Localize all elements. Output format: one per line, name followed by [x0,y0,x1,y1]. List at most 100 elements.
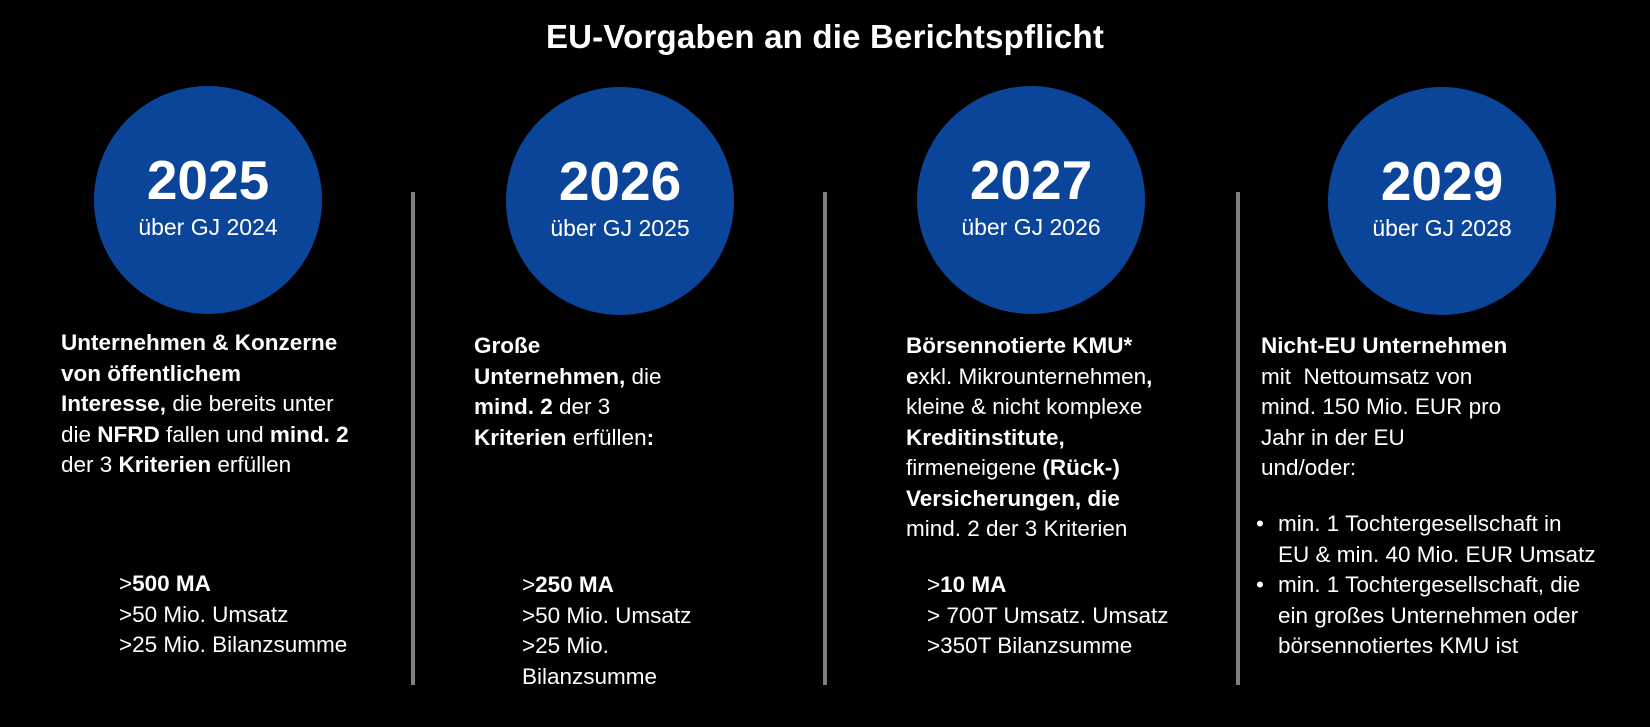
bold-text: Kriterien [118,452,212,477]
text-line: mind. 2 der 3 Kriterien [906,514,1152,545]
requirement-description: Nicht-EU Unternehmen mit Nettoumsatz von m… [1261,331,1507,484]
text-line: Börsennotierte KMU* [906,331,1152,362]
bold-text: : [646,424,655,450]
bullet-line: min. 1 Tochtergesellschaft in [1278,511,1562,536]
text-line: >50 Mio. Umsatz [522,601,691,632]
text: xkl. Mikrounternehmen [918,363,1147,389]
text: der 3 [61,452,119,477]
text-line: firmeneigene (Rück-) [906,453,1152,484]
text-line: mit Nettoumsatz von [1261,362,1507,393]
text-line: mind. 150 Mio. EUR pro [1261,392,1507,423]
text: mind. 2 der 3 Kriterien [906,516,1128,541]
text: >50 Mio. Umsatz [522,602,692,628]
text-line: Kreditinstitute, [906,423,1152,454]
year-circle-2025: 2025 über GJ 2024 [94,86,322,314]
text: > [522,572,536,597]
text-line: die NFRD fallen und mind. 2 [61,420,349,451]
bold-text: Große [474,333,541,358]
text-line: Große [474,331,662,362]
year-circle-2029: 2029 über GJ 2028 [1328,87,1556,315]
criteria-list: >250 MA >50 Mio. Umsatz >25 Mio. Bilanzsumm… [522,570,691,692]
bold-text: mind. 2 [269,421,349,447]
year-circle-2027: 2027 über GJ 2026 [917,86,1145,314]
text: die [61,421,98,447]
bold-text: 250 MA [535,572,614,597]
year-label: 2026 [558,150,682,212]
text: kleine & nicht komplexe [906,394,1143,419]
text-line: mind. 2 der 3 [474,392,662,423]
bullet-line: ein großes Unternehmen oder [1278,602,1579,628]
criteria-list: >500 MA >50 Mio. Umsatz >25 Mio. Bilanzsum… [119,569,347,661]
text-line: kleine & nicht komplexe [906,392,1152,423]
text: fallen und [159,421,270,447]
text-line: Unternehmen & Konzerne [61,328,349,359]
bold-text: e [906,363,919,389]
text-line: >25 Mio. [522,631,691,662]
text-line: >250 MA [522,570,691,601]
requirement-description: Große Unternehmen, die mind. 2 der 3 Kriter… [474,331,662,453]
text-line: >25 Mio. Bilanzsumme [119,630,347,661]
fiscal-year-label: über GJ 2024 [138,214,278,240]
text: Jahr in der EU [1261,424,1405,450]
bold-text: 10 MA [940,572,1007,597]
text: > [927,572,941,597]
text-line: und/oder: [1261,453,1507,484]
year-circle-2026: 2026 über GJ 2025 [506,87,734,315]
text-line: Kriterien erfüllen: [474,423,662,454]
text: >350T Bilanzsumme [927,633,1133,658]
fiscal-year-label: über GJ 2028 [1372,215,1512,241]
text-line: Nicht-EU Unternehmen [1261,331,1507,362]
bold-text: (Rück-) [1042,455,1120,480]
text-line: Interesse, die bereits unter [61,389,349,420]
fiscal-year-label: über GJ 2025 [550,215,690,241]
bullet-item: min. 1 Tochtergesellschaft, die ein große… [1256,570,1596,662]
bold-text: 500 MA [132,571,211,596]
text: die [625,363,662,389]
fiscal-year-label: über GJ 2026 [961,214,1101,240]
text: > 700T Umsatz. Umsatz [927,602,1169,628]
requirement-description: Börsennotierte KMU* exkl. Mikrounternehme… [906,331,1152,545]
column-divider [1236,192,1240,685]
criteria-list: >10 MA > 700T Umsatz. Umsatz >350T Bilanzs… [927,570,1169,662]
text-line: > 700T Umsatz. Umsatz [927,601,1169,632]
text: die bereits unter [166,391,334,416]
column-divider [823,192,827,685]
bullet-item: min. 1 Tochtergesellschaft in EU & min. 4… [1256,509,1596,570]
text-line: von öffentlichem [61,359,349,390]
text-line: >500 MA [119,569,347,600]
text: erfüllen [566,424,647,450]
text-line: Versicherungen, die [906,484,1152,515]
bold-text: , [1146,363,1153,389]
year-label: 2025 [146,149,270,211]
bold-text: Kreditinstitute, [906,424,1065,450]
requirement-description: Unternehmen & Konzerne von öffentlichem In… [61,328,349,481]
text-line: der 3 Kriterien erfüllen [61,450,349,481]
text-line: >10 MA [927,570,1169,601]
criteria-bullet-list: min. 1 Tochtergesellschaft in EU & min. 4… [1256,509,1596,662]
bold-text: Versicherungen, die [906,485,1120,511]
text: erfüllen [211,452,292,477]
bullet-line: EU & min. 40 Mio. EUR Umsatz [1278,541,1596,567]
text: der 3 [552,394,611,419]
column-divider [411,192,415,685]
year-label: 2027 [969,149,1093,211]
bold-text: von öffentlichem [61,360,242,386]
text: Bilanzsumme [522,663,658,689]
bold-text: Börsennotierte KMU* [906,333,1133,358]
text: mind. 150 Mio. EUR pro [1261,394,1502,419]
text-line: Unternehmen, die [474,362,662,393]
text: >25 Mio. [522,633,609,658]
text: mit Nettoumsatz von [1261,363,1473,389]
bullet-line: börsennotiertes KMU ist [1278,633,1519,658]
bold-text: Nicht-EU Unternehmen [1261,333,1508,358]
text: >50 Mio. Umsatz [119,601,289,627]
text: und/oder: [1261,455,1357,480]
bold-text: Unternehmen & Konzerne [61,330,338,355]
bold-text: NFRD [97,421,160,447]
text-line: exkl. Mikrounternehmen, [906,362,1152,393]
text: > [119,571,133,596]
bold-text: Interesse, [61,391,167,416]
bold-text: Unternehmen, [474,363,626,389]
bold-text: mind. 2 [474,394,553,419]
page-title: EU-Vorgaben an die Berichtspflicht [545,18,1105,55]
